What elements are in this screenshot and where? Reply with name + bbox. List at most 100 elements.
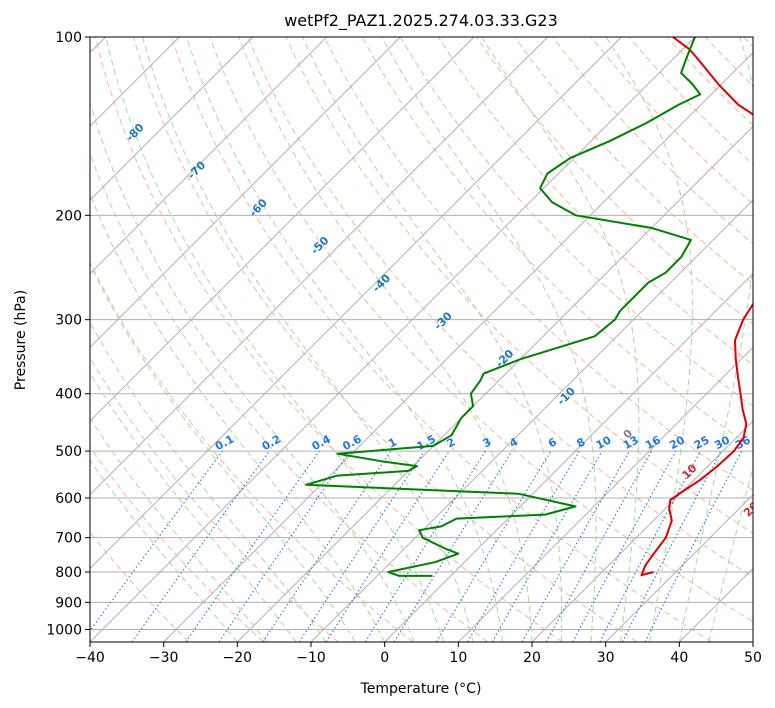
x-axis-label: Temperature (°C) xyxy=(360,681,482,697)
moist-adiabat xyxy=(90,321,327,642)
x-tick-label: 0 xyxy=(380,650,389,666)
moist-adiabat-label: -10 xyxy=(555,384,578,407)
isotherm-line xyxy=(90,37,696,642)
dry-adiabat xyxy=(90,356,339,642)
isotherm-line xyxy=(458,346,753,642)
isotherm-line xyxy=(90,37,327,275)
isotherm-line xyxy=(90,37,254,201)
x-tick-label: −20 xyxy=(223,650,253,666)
moist-adiabat-label: -40 xyxy=(370,271,393,294)
dry-adiabat xyxy=(90,152,488,642)
mixing-ratio-label: 0.2 xyxy=(260,433,283,454)
moist-adiabat-label: -60 xyxy=(247,196,270,219)
isotherm-line xyxy=(163,52,753,642)
plot-frame xyxy=(89,36,754,643)
moist-adiabat-label: -100 xyxy=(0,43,26,72)
dry-adiabat xyxy=(437,37,753,366)
mixing-ratio-label: 16 xyxy=(643,433,663,452)
x-tick-label: 50 xyxy=(744,650,762,666)
isotherm-line xyxy=(310,199,753,642)
mixing-ratio-line xyxy=(467,450,580,642)
x-tick-label: −30 xyxy=(149,650,179,666)
moist-adiabat xyxy=(185,37,503,642)
mixing-ratio-label: 8 xyxy=(575,435,588,450)
x-tick-label: 30 xyxy=(597,650,615,666)
dry-adiabat xyxy=(514,37,753,285)
isotherm-line xyxy=(384,273,753,642)
moist-adiabat xyxy=(238,37,533,642)
dewpoint-profile xyxy=(305,37,702,577)
dry-adiabat xyxy=(704,37,753,87)
temperature-profile xyxy=(640,37,753,577)
dry-adiabat xyxy=(323,37,753,491)
moist-adiabat-label: -30 xyxy=(432,309,455,332)
mixing-ratio-line xyxy=(131,450,270,642)
dry-adiabat xyxy=(94,37,563,642)
mixing-ratio-line xyxy=(572,450,677,642)
isotherm-line xyxy=(237,125,753,642)
moist-adiabat xyxy=(90,192,386,642)
dry-adiabat xyxy=(90,446,264,642)
moist-adiabat xyxy=(381,37,597,642)
mixing-ratio-line xyxy=(90,450,223,632)
isotherm-line xyxy=(90,37,401,348)
x-tick-label: −40 xyxy=(75,650,105,666)
y-tick-label: 300 xyxy=(55,313,82,329)
isotherm-line xyxy=(90,37,622,569)
y-tick-label: 1000 xyxy=(46,622,82,638)
dry-adiabat xyxy=(209,37,753,623)
x-tick-label: 10 xyxy=(449,650,467,666)
dry-adiabat xyxy=(171,37,712,642)
x-tick-label: −10 xyxy=(296,650,326,666)
y-tick-label: 200 xyxy=(55,208,82,224)
x-tick-label: 40 xyxy=(670,650,688,666)
mixing-ratio-label: 1.5 xyxy=(415,432,438,453)
dry-adiabat xyxy=(666,37,753,126)
dry-adiabat xyxy=(90,260,414,642)
mixing-ratio-label: 36 xyxy=(733,433,753,452)
mixing-ratio-label: 25 xyxy=(692,433,712,452)
moist-adiabat xyxy=(90,100,415,642)
mixing-ratio-line xyxy=(644,450,743,642)
moist-adiabat xyxy=(605,37,693,642)
y-axis-ticks: 100 200 300 400 500 600 700 800 900 1000 xyxy=(46,30,90,638)
moist-adiabat xyxy=(481,37,640,642)
dry-adiabat xyxy=(476,37,753,325)
mixing-ratio-label: 10 xyxy=(594,433,614,452)
mixing-ratio-label: 0.4 xyxy=(310,432,334,453)
mixing-ratio-line xyxy=(393,450,513,642)
x-tick-label: 20 xyxy=(523,650,541,666)
isotherm-line xyxy=(605,494,753,642)
mixing-ratio-line xyxy=(364,450,486,642)
moist-adiabat xyxy=(678,37,753,642)
moist-adiabat xyxy=(90,417,268,642)
mixing-ratio-label: 20 xyxy=(667,433,687,452)
dry-adiabat xyxy=(743,37,753,48)
x-axis-ticks: −40 −30 −20 −10 0 10 20 30 40 50 xyxy=(75,642,762,666)
moist-adiabat-label: -90 xyxy=(62,83,85,106)
moist-adiabat-label: 20 xyxy=(741,499,761,519)
chart-title: wetPf2_PAZ1.2025.274.03.33.G23 xyxy=(284,11,558,31)
moist-adiabat xyxy=(142,37,474,642)
dry-adiabat xyxy=(247,37,753,578)
moist-adiabat xyxy=(90,459,238,642)
isotherm-line xyxy=(90,37,548,496)
mixing-ratio-line xyxy=(298,450,425,642)
mixing-ratio-label: 6 xyxy=(546,435,559,450)
moist-adiabat xyxy=(90,263,356,642)
mixing-ratio-label: 3 xyxy=(481,435,494,450)
y-tick-label: 700 xyxy=(55,531,82,547)
moist-adiabat xyxy=(90,372,297,642)
y-tick-label: 600 xyxy=(55,491,82,507)
y-tick-label: 400 xyxy=(55,387,82,403)
mixing-ratio-label: 4 xyxy=(507,435,520,450)
mixing-ratio-label: 13 xyxy=(621,433,641,452)
mixing-ratio-line xyxy=(218,450,351,642)
mixing-ratio-line xyxy=(262,450,392,642)
y-tick-label: 900 xyxy=(55,595,82,611)
plot-area: 0.1 0.2 0.4 0.6 1 1.5 2 3 4 6 8 10 13 16 20 25 30 36-100-… xyxy=(0,37,761,642)
y-tick-label: 500 xyxy=(55,444,82,460)
dry-adiabat xyxy=(132,37,638,642)
isotherm-line xyxy=(752,641,753,642)
